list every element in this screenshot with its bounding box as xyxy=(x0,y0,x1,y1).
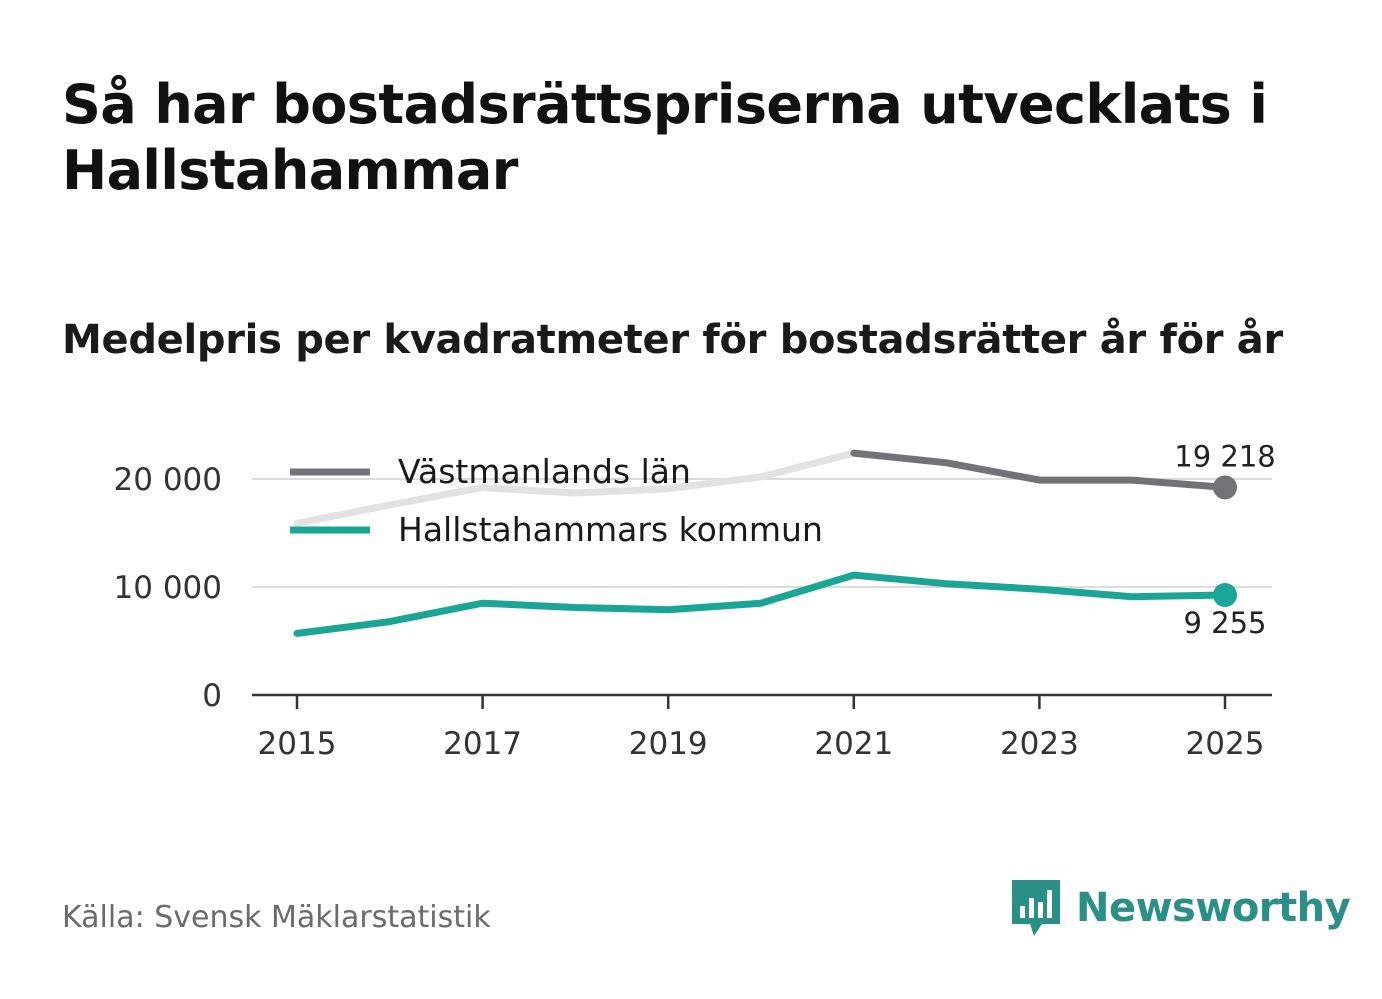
brand-name: Newsworthy xyxy=(1076,885,1351,931)
chart-subtitle: Medelpris per kvadratmeter för bostadsrä… xyxy=(62,317,1283,363)
x-tick-label: 2017 xyxy=(443,726,522,762)
source-note: Källa: Svensk Mäklarstatistik xyxy=(62,900,491,935)
series-lan-end-marker xyxy=(1213,475,1237,500)
y-tick-label: 0 xyxy=(202,678,222,714)
series-lan-line-faded xyxy=(293,449,858,527)
newsworthy-logo: Newsworthy xyxy=(1010,878,1351,938)
legend-item-lan-label: Västmanlands län xyxy=(398,452,691,491)
x-tick-label: 2023 xyxy=(1000,726,1079,762)
newsworthy-logo-icon xyxy=(1012,880,1060,936)
series-kommun-line xyxy=(293,571,1229,637)
x-tick-label: 2019 xyxy=(629,726,708,762)
x-tick-label: 2015 xyxy=(258,726,337,762)
series-lan-end-label: 19 218 xyxy=(1174,439,1275,473)
series-kommun-end-label: 9 255 xyxy=(1183,606,1266,640)
legend-item-kommun-label: Hallstahammars kommun xyxy=(398,510,823,549)
y-tick-label: 20 000 xyxy=(114,462,222,498)
chart-title: Så har bostadsrättspriserna utvecklats i… xyxy=(62,73,1268,202)
x-tick-label: 2025 xyxy=(1186,726,1265,762)
x-tick-label: 2021 xyxy=(814,726,893,762)
series-kommun-end-marker xyxy=(1213,583,1237,608)
series-lan-line xyxy=(850,449,1229,491)
y-tick-label: 10 000 xyxy=(114,570,222,606)
